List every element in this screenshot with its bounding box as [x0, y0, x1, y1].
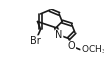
Text: N: N: [55, 30, 63, 40]
Text: Br: Br: [30, 36, 41, 46]
Text: O: O: [68, 41, 76, 51]
Text: OCH$_3$: OCH$_3$: [81, 43, 104, 56]
